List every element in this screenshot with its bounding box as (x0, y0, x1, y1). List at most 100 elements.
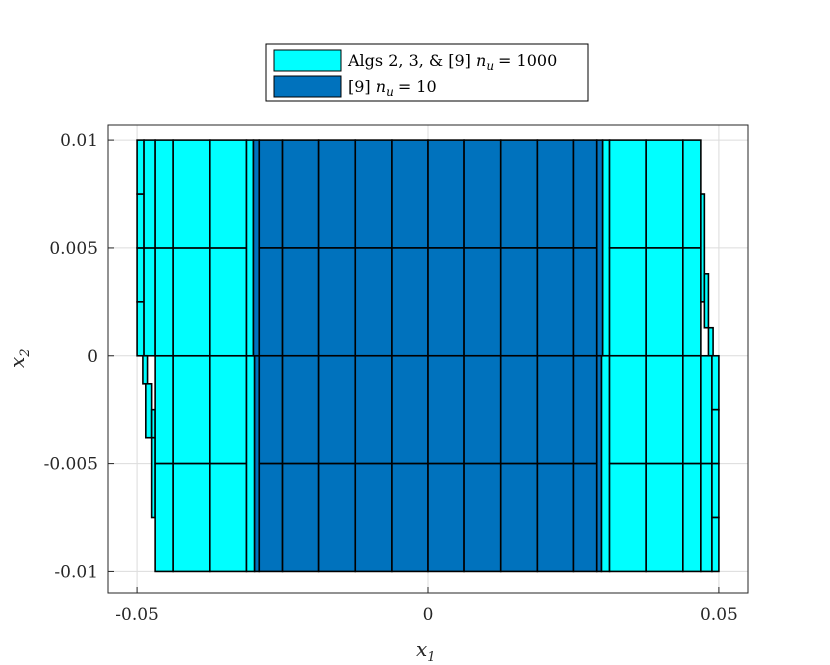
x-tick-label: 0.05 (700, 605, 738, 625)
blue-partition-box (463, 139, 502, 249)
x-tick-label: -0.05 (115, 605, 159, 625)
blue-partition-box (572, 354, 598, 465)
blue-partition-box (536, 354, 575, 465)
legend: Algs 2, 3, & [9] nu = 1000 [9] nu = 10 (265, 43, 589, 102)
blue-partition-box (463, 247, 502, 357)
cyan-partition-box (700, 462, 713, 573)
blue-partition-box (258, 139, 284, 249)
cyan-partition-box (608, 139, 647, 249)
blue-partition-box (258, 462, 284, 573)
legend-label-2: [9] nu = 10 (348, 77, 437, 99)
cyan-partition-box (711, 408, 720, 465)
blue-partition-box (427, 462, 465, 573)
cyan-partition-box (700, 193, 706, 303)
y-axis-label: x2 (5, 348, 33, 368)
cyan-partition-box (682, 462, 702, 573)
blue-partition-box (572, 139, 598, 249)
y-tick-label: -0.005 (44, 455, 98, 475)
blue-partition-box (536, 139, 575, 249)
blue-partition-box (427, 139, 465, 249)
cyan-partition-box (682, 247, 702, 357)
blue-partition-box (536, 462, 575, 573)
blue-partition-box (258, 354, 284, 465)
cyan-partition-box (645, 462, 684, 573)
cyan-partition-box (711, 354, 720, 411)
cyan-partition-box (209, 247, 248, 357)
blue-partition-box (463, 462, 502, 573)
cyan-partition-box (703, 273, 710, 329)
axis-ticks: -0.05 0 0.05 -0.01 -0.005 0 0.005 0.01 (44, 131, 738, 625)
cyan-partition-box (136, 193, 145, 249)
blue-partition-box (427, 354, 465, 465)
cyan-partition-box (700, 354, 713, 465)
cyan-partition-box (154, 139, 174, 249)
blue-partition-box (572, 462, 598, 573)
blue-partition-box (354, 462, 393, 573)
cyan-partition-box (142, 354, 149, 385)
cyan-partition-box (143, 139, 156, 249)
blue-partition-box (354, 247, 393, 357)
cyan-partition-box (711, 462, 720, 519)
x-axis-label: x1 (416, 637, 436, 665)
cyan-partition-box (172, 462, 211, 573)
cyan-partition-box (645, 139, 684, 249)
blue-partition-box (354, 354, 393, 465)
blue-partition-box (427, 247, 465, 357)
blue-partition-box (258, 247, 284, 357)
blue-partition-box (463, 354, 502, 465)
blue-partition-box (317, 354, 357, 465)
y-tick-label: 0 (87, 347, 98, 367)
y-tick-label: -0.01 (54, 562, 98, 582)
cyan-partition-box (143, 247, 156, 357)
cyan-partition-box (600, 354, 611, 573)
cyan-partition-box (136, 247, 145, 303)
blue-partition-box (499, 139, 539, 249)
cyan-partition-box (145, 382, 153, 439)
x-tick-label: 0 (423, 605, 434, 625)
cyan-partition-box (209, 462, 248, 573)
cyan-partition-box (154, 354, 174, 465)
legend-swatch-blue (273, 75, 342, 98)
blue-partition-box (317, 247, 357, 357)
cyan-partition-box (645, 354, 684, 465)
cyan-partition-box (154, 462, 174, 573)
y-tick-label: 0.005 (49, 239, 98, 259)
blue-partition-box (281, 247, 320, 357)
blue-partition-box (391, 247, 429, 357)
legend-label-1: Algs 2, 3, & [9] nu = 1000 (347, 51, 557, 73)
cyan-partition-box (245, 139, 255, 357)
cyan-partition-box (645, 247, 684, 357)
cyan-partition-box (136, 301, 145, 357)
blue-partition-box (595, 354, 603, 573)
y-tick-label: 0.01 (60, 131, 98, 151)
cyan-partition-box (172, 354, 211, 465)
blue-partition-box (536, 247, 575, 357)
blue-partition-box (391, 462, 429, 573)
blue-partition-box (391, 354, 429, 465)
blue-partition-box (499, 462, 539, 573)
blue-partition-box (317, 462, 357, 573)
cyan-partition-box (154, 247, 174, 357)
cyan-partition-box (608, 462, 647, 573)
partition-boxes (136, 139, 720, 573)
cyan-partition-box (172, 247, 211, 357)
blue-partition-box (317, 139, 357, 249)
blue-partition-box (354, 139, 393, 249)
cyan-partition-box (682, 139, 702, 249)
cyan-partition-box (707, 326, 714, 357)
blue-partition-box (595, 139, 604, 357)
blue-partition-box (499, 247, 539, 357)
cyan-partition-box (209, 354, 248, 465)
blue-partition-box (252, 139, 261, 357)
cyan-partition-box (608, 354, 647, 465)
blue-partition-box (391, 139, 429, 249)
blue-partition-box (281, 139, 320, 249)
cyan-partition-box (711, 516, 720, 573)
blue-partition-box (281, 462, 320, 573)
cyan-partition-box (608, 247, 647, 357)
cyan-partition-box (601, 139, 611, 357)
blue-partition-box (499, 354, 539, 465)
legend-swatch-cyan (273, 49, 342, 72)
cyan-partition-box (682, 354, 702, 465)
